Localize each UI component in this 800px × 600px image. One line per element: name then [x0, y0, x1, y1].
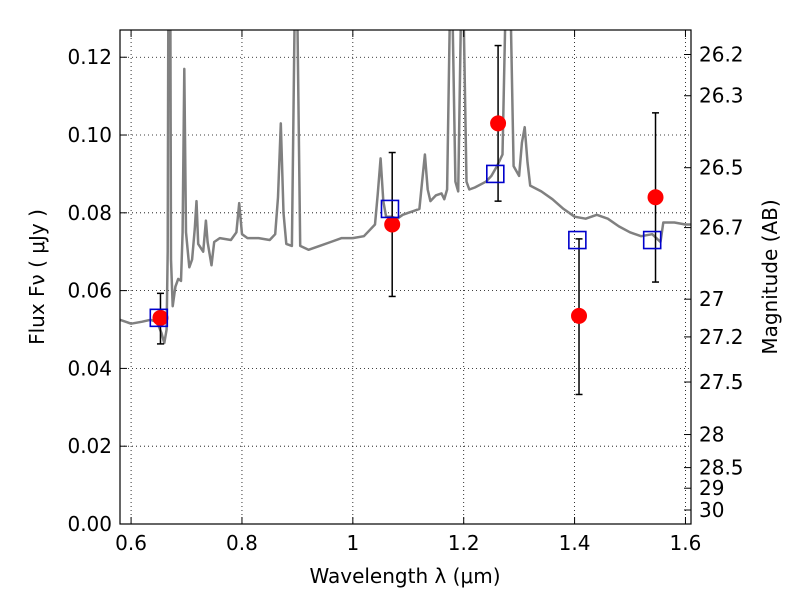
- model-flux-square: [486, 164, 505, 184]
- plot-background: [120, 30, 691, 524]
- y-axis-title: Flux Fν ( μJy ): [25, 209, 49, 345]
- x-tick-label: 0.6: [115, 531, 147, 555]
- magnitude-tick-label: 26.2: [699, 43, 744, 67]
- x-tick-label: 1: [346, 531, 359, 555]
- model-flux-square: [642, 230, 662, 250]
- observed-flux-point: [152, 309, 169, 326]
- magnitude-tick-label: 28.5: [699, 456, 744, 480]
- magnitude-tick-label: 26.3: [699, 84, 744, 108]
- y-axis: 0.00 0.02 0.04 0.06 0.08 0.10 0.12: [67, 45, 127, 536]
- y-tick-label: 0.00: [67, 512, 112, 536]
- magnitude-tick-label: 27.5: [699, 370, 744, 394]
- observed-flux-point: [384, 216, 401, 233]
- magnitude-tick-label: 26.7: [699, 216, 744, 240]
- magnitude-tick-label: 26.5: [699, 156, 744, 180]
- markers: [149, 115, 664, 328]
- spectrum-line: [120, 30, 691, 345]
- y-tick-label: 0.06: [67, 279, 112, 303]
- y-tick-label: 0.08: [67, 201, 112, 225]
- y-tick-label: 0.12: [67, 45, 112, 69]
- plot-frame: [119, 29, 692, 525]
- x-tick-label: 1.2: [448, 531, 480, 555]
- model-flux-square: [149, 308, 169, 328]
- observed-flux-point: [571, 307, 588, 324]
- y-tick-label: 0.02: [67, 434, 112, 458]
- x-tick-label: 0.8: [226, 531, 258, 555]
- model-flux-square: [380, 199, 400, 219]
- magnitude-tick-label: 30: [699, 498, 724, 522]
- plot-area: [120, 30, 691, 345]
- x-tick-label: 1.6: [670, 531, 702, 555]
- observed-flux-point: [490, 115, 507, 132]
- magnitude-axis-title: Magnitude (AB): [758, 199, 782, 354]
- y-tick-label: 0.10: [67, 123, 112, 147]
- magnitude-tick-label: 28: [699, 423, 724, 447]
- magnitude-tick-label: 27: [699, 287, 724, 311]
- x-tick-label: 1.4: [559, 531, 591, 555]
- x-axis: 0.6 0.8 1 1.2 1.4 1.6: [115, 30, 701, 555]
- model-flux-square: [568, 230, 587, 250]
- magnitude-tick-label: 29: [699, 476, 724, 500]
- y-tick-label: 0.04: [67, 356, 112, 380]
- observed-flux-point: [647, 189, 664, 206]
- x-axis-title: Wavelength λ (μm): [309, 564, 500, 588]
- magnitude-tick-label: 27.2: [699, 325, 744, 349]
